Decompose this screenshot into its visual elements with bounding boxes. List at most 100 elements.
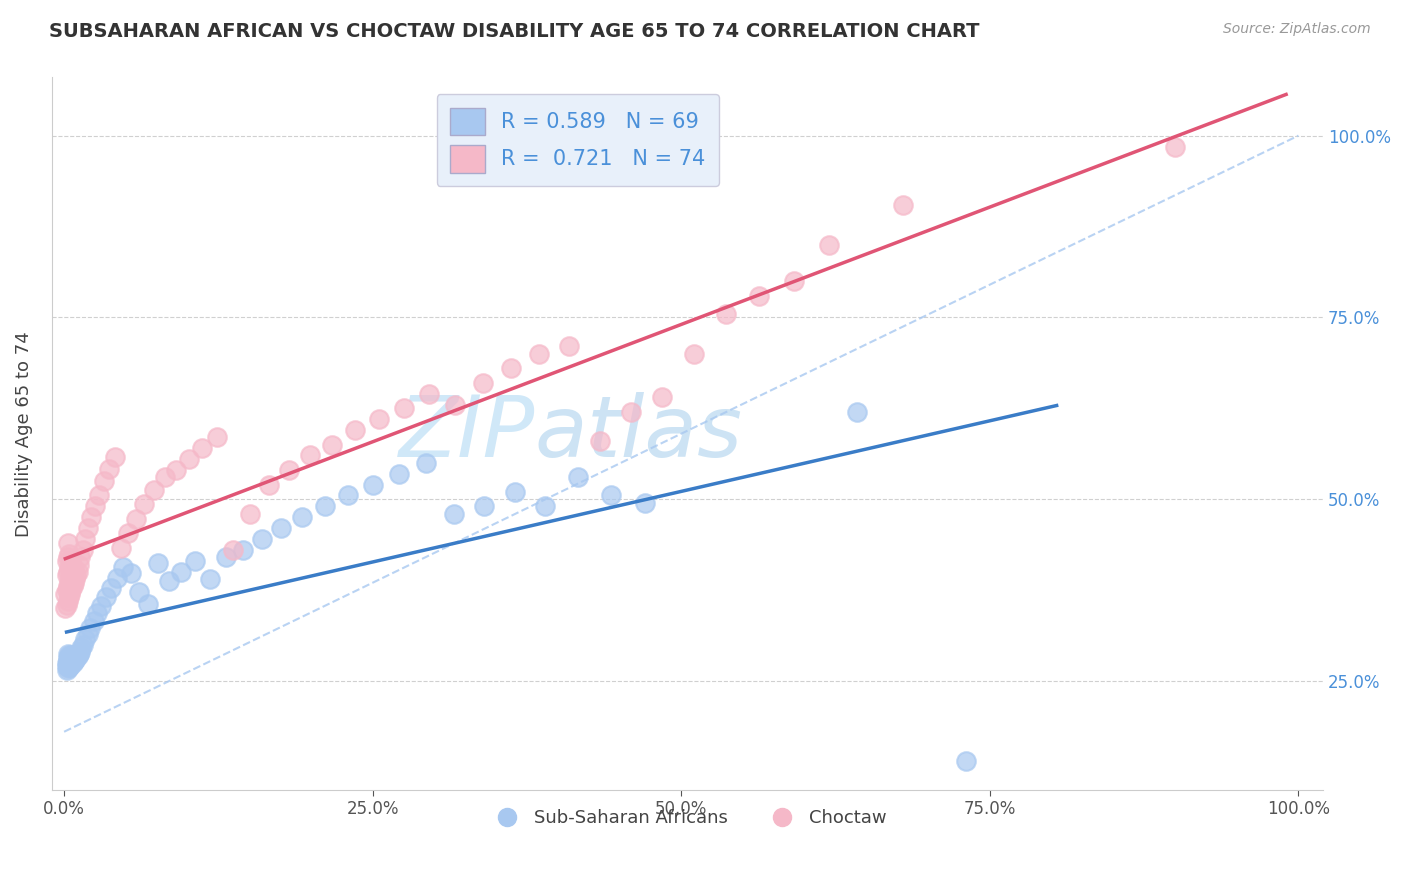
Point [503,484,526,499]
Point [60,568,83,582]
Point [157,574,180,588]
Point [56,579,79,593]
Point [63,572,86,586]
Point [257,477,280,491]
Point [499,361,522,376]
Point [529,347,551,361]
Point [72,638,94,652]
Point [444,398,467,412]
Point [60,554,83,568]
Point [62,656,84,670]
Point [782,274,804,288]
Point [191,441,214,455]
Point [59,651,82,665]
Point [232,543,254,558]
Point [117,526,139,541]
Point [392,401,415,416]
Point [56,654,79,668]
Point [56,647,79,661]
Point [184,554,207,568]
Point [634,496,657,510]
Point [56,594,79,608]
Point [63,653,86,667]
Point [222,543,245,558]
Point [80,510,103,524]
Point [60,657,83,672]
Point [56,535,79,549]
Point [239,507,262,521]
Point [845,405,868,419]
Point [120,566,142,581]
Point [388,467,411,481]
Point [205,430,228,444]
Point [63,654,86,668]
Point [63,561,86,575]
Point [56,661,79,675]
Point [62,648,84,663]
Point [69,550,91,565]
Point [58,547,80,561]
Point [600,488,623,502]
Point [55,598,77,612]
Point [818,237,841,252]
Point [63,649,86,664]
Point [100,581,122,595]
Point [76,521,98,535]
Point [55,656,77,670]
Point [63,650,86,665]
Point [128,585,150,599]
Point [87,488,110,502]
Point [443,507,465,521]
Text: SUBSAHARAN AFRICAN VS CHOCTAW DISABILITY AGE 65 TO 74 CORRELATION CHART: SUBSAHARAN AFRICAN VS CHOCTAW DISABILITY… [49,22,980,41]
Point [471,376,494,390]
Point [415,456,437,470]
Point [55,554,77,568]
Point [65,651,87,665]
Point [146,556,169,570]
Point [589,434,612,448]
Point [94,591,117,605]
Point [53,586,76,600]
Point [104,450,127,464]
Point [344,423,367,437]
Point [56,550,79,565]
Point [418,386,440,401]
Point [155,470,177,484]
Point [472,500,495,514]
Point [90,599,112,613]
Point [62,565,84,579]
Point [84,500,107,514]
Point [58,653,80,667]
Point [361,477,384,491]
Point [53,601,76,615]
Point [62,652,84,666]
Point [136,597,159,611]
Point [58,561,80,575]
Point [58,660,80,674]
Point [170,565,193,579]
Point [59,572,82,586]
Point [955,754,977,768]
Point [76,626,98,640]
Point [56,650,79,665]
Point [893,197,915,211]
Point [58,575,80,590]
Point [60,582,83,597]
Point [59,658,82,673]
Point [143,483,166,497]
Point [714,307,737,321]
Point [66,649,89,664]
Y-axis label: Disability Age 65 to 74: Disability Age 65 to 74 [15,331,32,537]
Point [55,663,77,677]
Point [650,390,672,404]
Text: ZIP: ZIP [399,392,534,475]
Point [70,641,93,656]
Point [72,543,94,558]
Point [67,647,90,661]
Point [59,586,82,600]
Point [321,437,343,451]
Point [75,532,97,546]
Point [55,568,77,582]
Point [277,463,299,477]
Point [298,449,321,463]
